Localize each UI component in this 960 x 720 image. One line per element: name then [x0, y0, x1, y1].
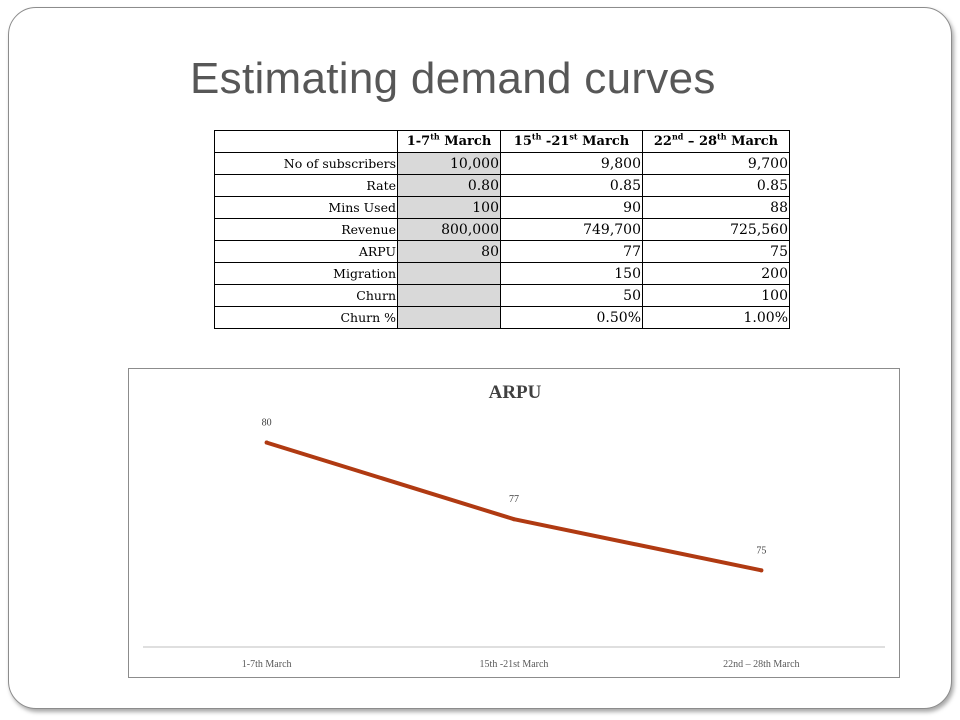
chart-title: ARPU	[489, 382, 542, 403]
table-cell: 9,800	[500, 152, 643, 175]
data-point	[264, 440, 269, 445]
data-label: 75	[756, 545, 766, 556]
table-row: ARPU 80 77 75	[214, 240, 790, 263]
x-tick-label: 15th -21st March	[480, 659, 549, 670]
table-cell: 1.00%	[642, 306, 790, 329]
data-label: 80	[262, 418, 272, 429]
header-week-3: 22nd – 28th March	[642, 130, 790, 153]
table-cell: 150	[500, 262, 643, 285]
table-row: No of subscribers 10,000 9,800 9,700	[214, 152, 790, 175]
x-tick-label: 22nd – 28th March	[723, 659, 799, 670]
arpu-chart-svg: ARPU 80 77 75 1-7th March 15th -21st March 22…	[143, 382, 885, 670]
data-table: 1-7th March 15th -21st March 22nd – 28th…	[214, 130, 790, 329]
table-cell: 10,000	[397, 152, 501, 175]
table-row: Migration 150 200	[214, 262, 790, 285]
row-label: Migration	[214, 262, 398, 285]
table-cell: 0.80	[397, 174, 501, 197]
row-label: No of subscribers	[214, 152, 398, 175]
row-label: ARPU	[214, 240, 398, 263]
table-cell: 800,000	[397, 218, 501, 241]
header-week-1: 1-7th March	[397, 130, 501, 153]
row-label: Churn %	[214, 306, 398, 329]
table-cell: 0.85	[500, 174, 643, 197]
table-cell: 88	[642, 196, 790, 219]
table-cell: 749,700	[500, 218, 643, 241]
table-cell: 100	[642, 284, 790, 307]
data-point	[759, 568, 764, 573]
row-label: Rate	[214, 174, 398, 197]
table-cell	[397, 262, 501, 285]
row-label: Revenue	[214, 218, 398, 241]
table-cell	[397, 284, 501, 307]
table-row: Revenue 800,000 749,700 725,560	[214, 218, 790, 241]
table-cell: 90	[500, 196, 643, 219]
table-cell: 80	[397, 240, 501, 263]
table-cell: 100	[397, 196, 501, 219]
slide-title: Estimating demand curves	[190, 54, 716, 103]
header-empty-cell	[214, 130, 398, 153]
row-label: Mins Used	[214, 196, 398, 219]
table-row: Churn 50 100	[214, 284, 790, 307]
data-point	[512, 517, 516, 522]
table-cell: 200	[642, 262, 790, 285]
table-cell: 50	[500, 284, 643, 307]
table-cell: 0.85	[642, 174, 790, 197]
table-row: Rate 0.80 0.85 0.85	[214, 174, 790, 197]
table-cell: 0.50%	[500, 306, 643, 329]
arpu-chart: ARPU 80 77 75 1-7th March 15th -21st March 22…	[128, 368, 900, 678]
row-label: Churn	[214, 284, 398, 307]
arpu-series-line	[264, 440, 764, 573]
table-cell: 9,700	[642, 152, 790, 175]
table-cell: 75	[642, 240, 790, 263]
table-cell	[397, 306, 501, 329]
x-tick-label: 1-7th March	[242, 659, 292, 670]
table-row: Mins Used 100 90 88	[214, 196, 790, 219]
table-header-row: 1-7th March 15th -21st March 22nd – 28th…	[214, 130, 790, 153]
data-label: 77	[509, 494, 519, 505]
table-cell: 725,560	[642, 218, 790, 241]
header-week-2: 15th -21st March	[500, 130, 643, 153]
table-row: Churn % 0.50% 1.00%	[214, 306, 790, 329]
table-cell: 77	[500, 240, 643, 263]
